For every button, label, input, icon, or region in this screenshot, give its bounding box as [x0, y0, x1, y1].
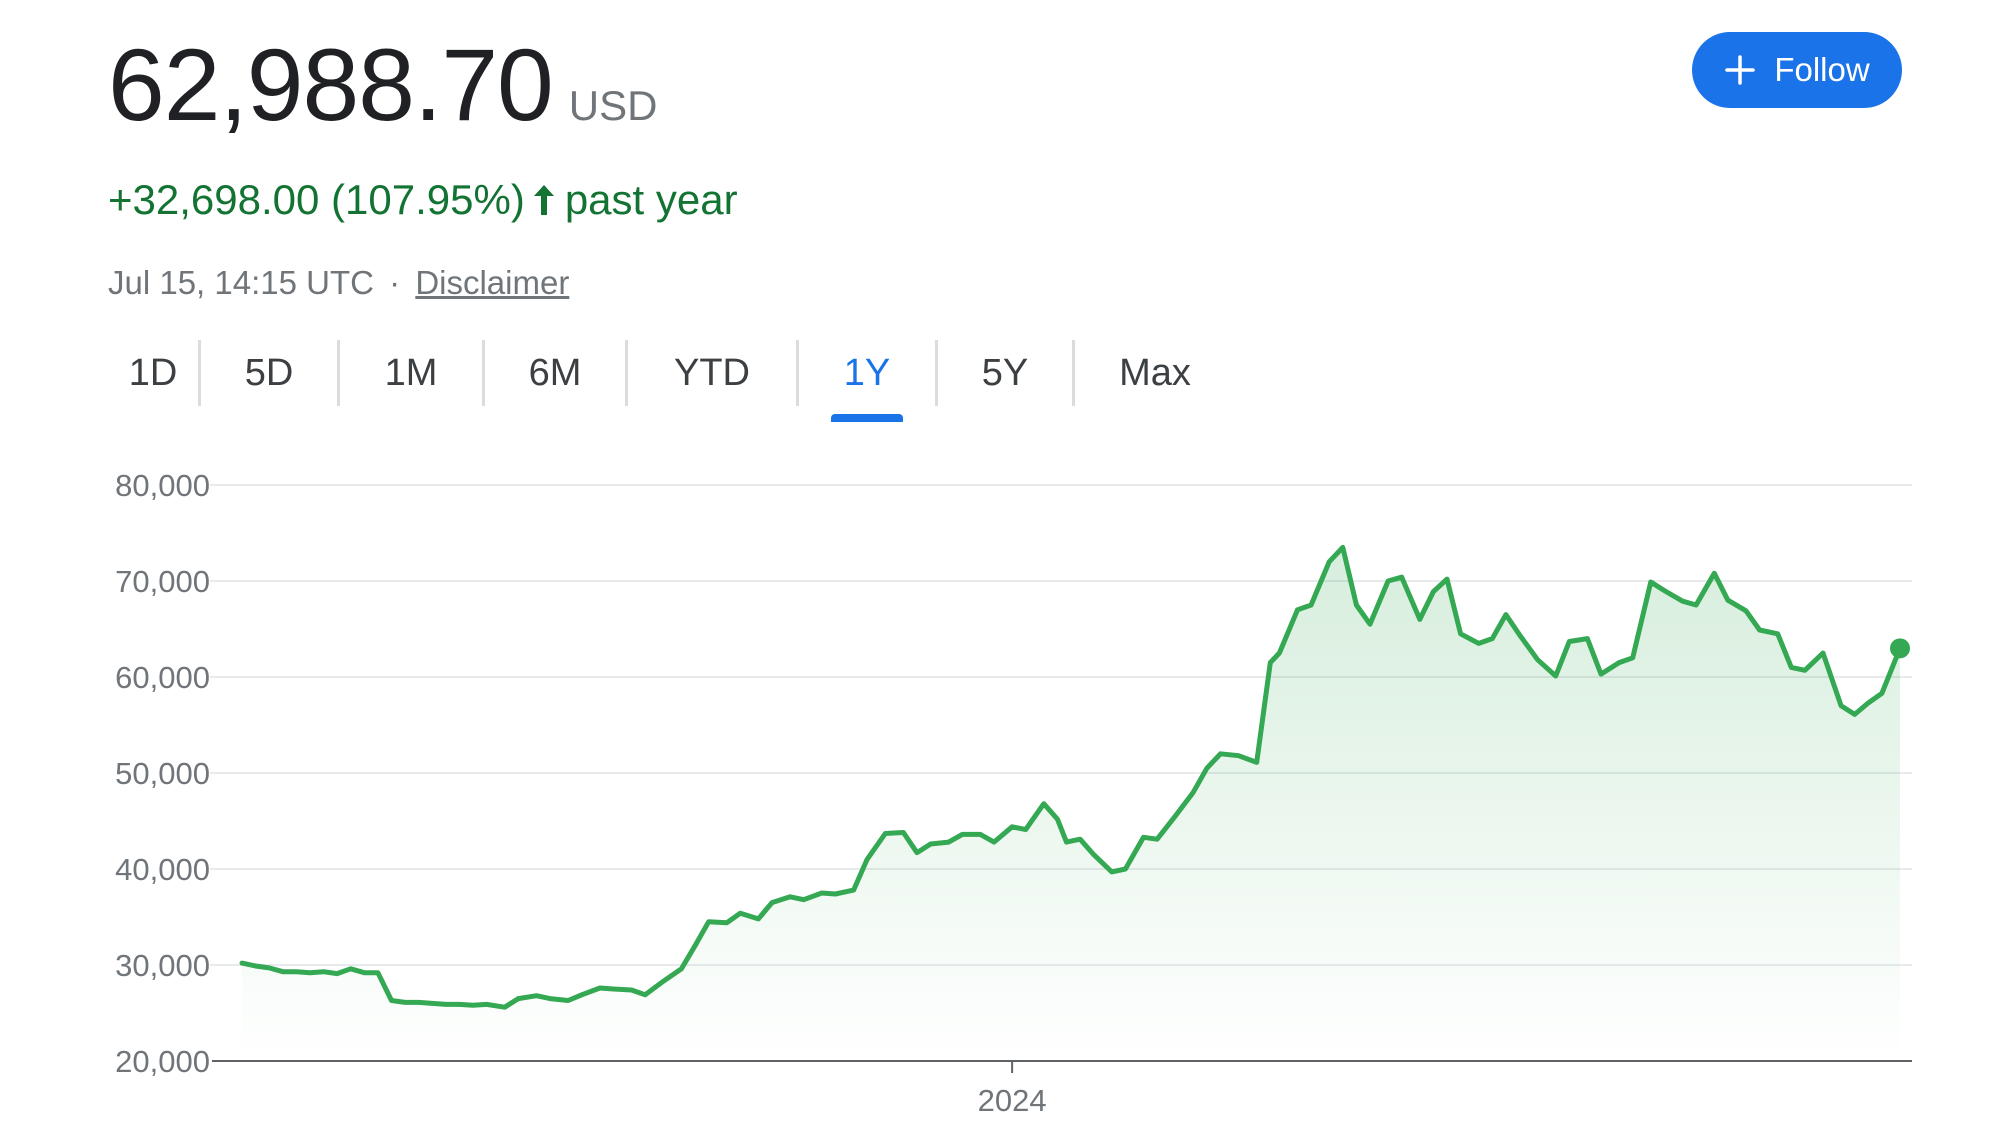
tab-label: YTD	[674, 351, 750, 394]
quote-meta: Jul 15, 14:15 UTC · Disclaimer	[108, 264, 569, 302]
disclaimer-link[interactable]: Disclaimer	[415, 264, 570, 301]
tab-divider	[625, 340, 628, 406]
tab-divider	[1072, 340, 1075, 406]
change-period: past year	[564, 176, 738, 223]
price-area-fill	[242, 547, 1900, 1061]
timestamp: Jul 15, 14:15 UTC	[108, 264, 374, 301]
tab-divider	[796, 340, 799, 406]
tab-5d[interactable]: 5D	[201, 338, 337, 408]
price-chart[interactable]: 80,000 70,000 60,000 50,000 40,000 30,000 20,0…	[0, 440, 2002, 1122]
tab-divider	[935, 340, 938, 406]
y-tick-label: 20,000	[115, 1044, 210, 1079]
tab-divider	[198, 340, 201, 406]
x-tick-label: 2024	[978, 1083, 1047, 1118]
y-tick-label: 80,000	[115, 468, 210, 503]
y-tick-label: 30,000	[115, 948, 210, 983]
tab-label: 6M	[528, 351, 582, 394]
tab-label: 1M	[384, 351, 438, 394]
tab-1d[interactable]: 1D	[108, 338, 198, 408]
tab-label: Max	[1119, 351, 1191, 394]
follow-button[interactable]: Follow	[1692, 32, 1902, 108]
last-price-point	[1890, 638, 1910, 659]
tab-divider	[482, 340, 485, 406]
y-tick-label: 50,000	[115, 756, 210, 791]
x-axis-labels: 2024	[978, 1061, 1047, 1118]
y-tick-label: 70,000	[115, 564, 210, 599]
arrow-up-icon	[531, 183, 557, 217]
tab-max[interactable]: Max	[1075, 338, 1235, 408]
tab-label: 5Y	[981, 351, 1029, 394]
price-header: 62,988.70 USD	[108, 34, 657, 136]
tab-1y[interactable]: 1Y	[799, 338, 935, 422]
tab-label: 5D	[244, 351, 294, 394]
tab-1m[interactable]: 1M	[340, 338, 482, 408]
meta-separator: ·	[389, 264, 401, 301]
follow-button-label: Follow	[1774, 51, 1870, 88]
tab-selected-indicator	[831, 414, 903, 422]
price-change-row: +32,698.00 (107.95%) past year	[108, 176, 738, 224]
price-line	[239, 544, 1903, 1010]
y-tick-label: 60,000	[115, 660, 210, 695]
tab-divider	[337, 340, 340, 406]
y-axis-labels: 80,000 70,000 60,000 50,000 40,000 30,000 20,0…	[115, 468, 210, 1079]
y-tick-label: 40,000	[115, 852, 210, 887]
tab-label: 1Y	[843, 351, 891, 394]
price-currency: USD	[568, 82, 658, 129]
tab-6m[interactable]: 6M	[485, 338, 625, 408]
plus-icon	[1724, 54, 1756, 86]
tab-5y[interactable]: 5Y	[938, 338, 1072, 408]
tab-ytd[interactable]: YTD	[628, 338, 796, 408]
price-change: +32,698.00 (107.95%)	[108, 176, 525, 223]
tab-label: 1D	[128, 351, 178, 394]
range-tabs: 1D 5D 1M 6M YTD 1Y 5Y Max	[108, 338, 1235, 422]
current-price: 62,988.70	[108, 28, 554, 142]
